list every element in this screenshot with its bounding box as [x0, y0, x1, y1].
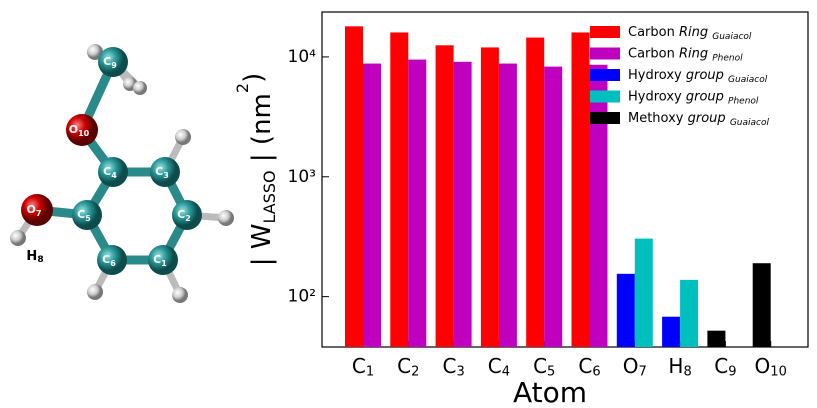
bar — [680, 280, 698, 347]
legend-label: Carbon Ring Phenol — [628, 46, 743, 63]
x-tick-label: C1 — [352, 354, 374, 380]
y-label-part: ) — [239, 73, 269, 83]
bar — [544, 67, 562, 347]
x-tick-label: O10 — [755, 354, 787, 380]
bar — [753, 263, 771, 347]
bar — [481, 47, 499, 347]
y-label-part: | W — [247, 224, 277, 267]
legend-swatch — [590, 26, 620, 38]
legend-label: Hydroxy group Guaiacol — [628, 68, 768, 85]
y-tick-label: 10⁴ — [288, 47, 317, 67]
bar — [707, 331, 725, 347]
x-tick-label: H8 — [668, 354, 691, 380]
bar — [345, 26, 363, 347]
figure: C9O10C4C3C2C1C6C5O7H8 10² 10³ 10⁴ C1 C2 C3 C4 C… — [0, 0, 817, 408]
legend-label: Methoxy group Guaiacol — [628, 111, 769, 128]
y-label-part: LASSO — [260, 170, 279, 223]
legend-label: Carbon Ring Guaiacol — [628, 25, 752, 42]
bar — [617, 274, 635, 347]
legend-swatch — [590, 91, 620, 103]
bar — [363, 64, 381, 347]
y-axis-label: | WLASSO | (nm2) — [233, 73, 279, 266]
x-tick-label: C9 — [714, 354, 736, 380]
x-tick-label: O7 — [623, 354, 647, 380]
x-tick-label: C4 — [488, 354, 510, 380]
y-label-part: | (nm — [247, 93, 277, 170]
bar — [436, 45, 454, 347]
bar — [662, 317, 680, 347]
bar — [499, 64, 517, 347]
bar — [572, 32, 590, 347]
y-label-part: 2 — [233, 83, 252, 93]
bar — [526, 38, 544, 347]
legend-swatch — [590, 48, 620, 60]
legend-swatch — [590, 69, 620, 81]
bar — [454, 62, 472, 347]
y-tick-label: 10³ — [288, 167, 316, 187]
y-tick-label: 10² — [288, 287, 316, 307]
atom-label: H8 — [26, 249, 43, 265]
bar — [390, 32, 408, 347]
bar — [408, 60, 426, 347]
bar — [635, 239, 653, 347]
legend-label: Hydroxy group Phenol — [628, 89, 759, 106]
x-tick-label: C3 — [442, 354, 464, 380]
legend-swatch — [590, 112, 620, 124]
x-axis-label: Atom — [513, 376, 587, 408]
x-tick-label: C2 — [397, 354, 419, 380]
bar — [590, 65, 608, 347]
